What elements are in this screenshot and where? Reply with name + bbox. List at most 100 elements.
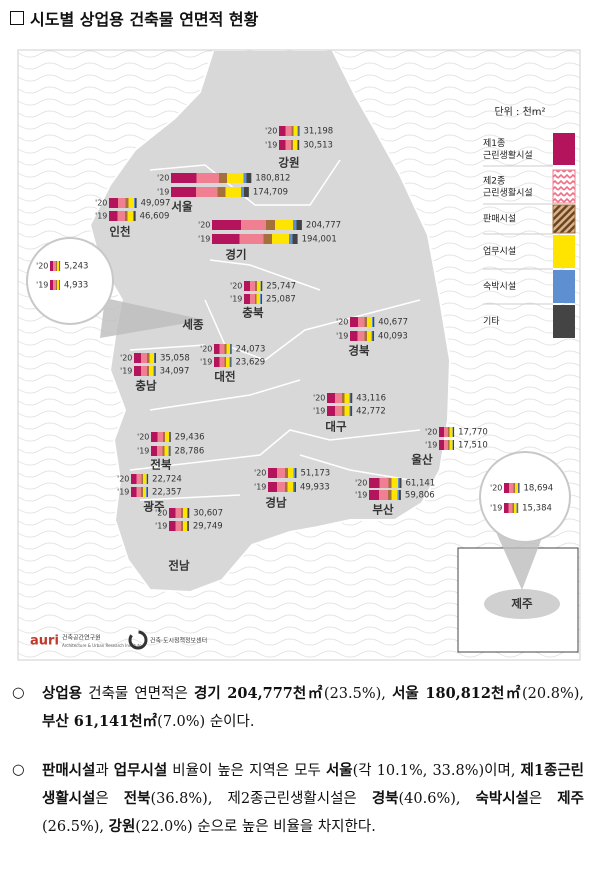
stacked-bar: [171, 173, 252, 183]
bold-text: 서울: [325, 762, 353, 779]
value-label: 17,770: [458, 428, 488, 438]
paragraph: ○ 상업용 건축물 연면적은 경기 204,777천㎡(23.5%), 서울 18…: [12, 680, 584, 736]
stacked-bar: [212, 220, 302, 230]
text: 건축물 연면적은: [82, 686, 194, 702]
value-label: 25,747: [266, 282, 296, 292]
jeju-pointer: [495, 530, 545, 590]
region-name: 전남: [168, 559, 190, 573]
legend-swatch: [552, 169, 576, 204]
region-name: 서울: [171, 200, 193, 214]
year-label: '19: [313, 407, 325, 416]
stacked-bar: [50, 280, 60, 290]
text: (36.8%), 제2종근린생활시설은: [150, 791, 372, 807]
legend-swatch: [552, 204, 576, 234]
value-label: 204,777: [306, 221, 341, 231]
year-label: '19: [425, 441, 437, 450]
bold-text: 강원: [108, 818, 136, 835]
year-label: '19: [200, 358, 212, 367]
stacked-bar: [244, 281, 263, 291]
value-label: 17,510: [458, 441, 488, 451]
region-name: 경남: [265, 496, 287, 510]
bold-text: 숙박시설: [475, 790, 529, 807]
stacked-bar: [109, 198, 137, 208]
year-label: '20: [200, 345, 212, 354]
bold-text: 전북: [123, 790, 151, 807]
map-shape: [88, 51, 452, 594]
stacked-bar: [171, 187, 249, 197]
stacked-bar: [327, 393, 353, 403]
year-label: '20: [265, 127, 277, 136]
value-label: 35,058: [160, 354, 190, 364]
stacked-bar: [504, 503, 519, 513]
year-label: '19: [137, 447, 149, 456]
value-label: 49,097: [141, 199, 171, 209]
value-label: 22,357: [152, 488, 182, 498]
value-label: 49,933: [300, 483, 330, 493]
region-name: 전북: [150, 458, 172, 472]
region-name: 충남: [135, 379, 157, 393]
value-label: 61,141: [405, 479, 435, 489]
year-label: '20: [117, 475, 129, 484]
value-label: 31,198: [303, 127, 333, 137]
stacked-bar: [131, 487, 148, 497]
text: (각 10.1%, 33.8%)이며,: [352, 763, 521, 779]
sejong-callout: [26, 237, 114, 325]
stacked-bar: [214, 357, 232, 367]
year-label: '20: [313, 394, 325, 403]
value-label: 5,243: [64, 262, 88, 272]
value-label: 40,677: [378, 318, 408, 328]
stacked-bar: [369, 478, 402, 488]
year-label: '19: [265, 141, 277, 150]
legend-label: 제1종 근린생활시설: [483, 138, 533, 161]
title-box: [10, 11, 24, 25]
year-label: '20: [137, 433, 149, 442]
stacked-bar: [109, 211, 136, 221]
region-name: 광주: [143, 500, 165, 514]
value-label: 34,097: [160, 367, 190, 377]
text: (23.5%),: [323, 686, 393, 702]
bold-text: 상업용: [42, 685, 83, 702]
stacked-bar: [212, 234, 298, 244]
year-label: '19: [157, 188, 169, 197]
jeju-callout: [479, 451, 571, 543]
stacked-bar: [268, 482, 296, 492]
value-label: 30,607: [193, 509, 223, 519]
stacked-bar: [279, 140, 300, 150]
bold-text: 서울 180,812천㎡: [392, 685, 522, 702]
year-label: '19: [230, 295, 242, 304]
stacked-bar: [151, 432, 171, 442]
logo: auri: [30, 634, 59, 649]
bold-text: 경북: [371, 790, 399, 807]
peninsula: [88, 51, 452, 594]
year-label: '20: [157, 174, 169, 183]
value-label: 40,093: [378, 332, 408, 342]
region-name: 울산: [411, 453, 433, 467]
value-label: 4,933: [64, 281, 88, 291]
bold-text: 업무시설: [113, 762, 168, 779]
text: (7.0%) 순이다.: [157, 714, 255, 730]
year-label: '19: [117, 488, 129, 497]
province-borders: [129, 159, 421, 501]
text: 과: [95, 763, 114, 779]
stacked-bar: [327, 406, 353, 416]
sejong-pointer: [100, 298, 205, 338]
legend-label: 숙박시설: [483, 281, 516, 292]
region-name: 경북: [348, 344, 370, 358]
value-label: 29,749: [193, 522, 223, 532]
paragraph-body: 판매시설과 업무시설 비율이 높은 지역은 모두 서울(각 10.1%, 33.…: [42, 757, 584, 841]
stacked-bar: [151, 446, 171, 456]
region-name: 부산: [372, 503, 394, 517]
year-label: '19: [95, 212, 107, 221]
year-label: '20: [120, 354, 132, 363]
institute: 건축공간연구원: [62, 634, 101, 642]
stacked-bar: [350, 317, 375, 327]
institute-en: Architecture & Urban Research Institute: [62, 643, 142, 648]
value-label: 25,087: [266, 295, 296, 305]
value-label: 43,116: [356, 394, 386, 404]
paragraph: ○ 판매시설과 업무시설 비율이 높은 지역은 모두 서울(각 10.1%, 33…: [12, 757, 584, 841]
year-label: '20: [155, 509, 167, 518]
value-label: 46,609: [140, 212, 170, 222]
